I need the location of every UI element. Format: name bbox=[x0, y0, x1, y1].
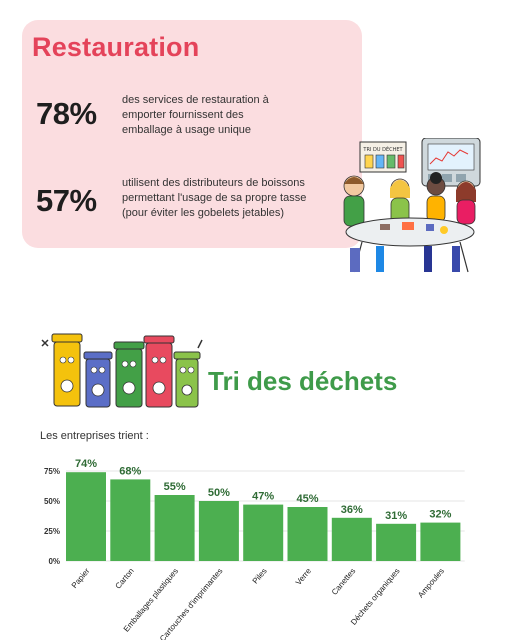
y-tick-label: 50% bbox=[44, 497, 60, 506]
bar bbox=[154, 495, 195, 561]
value-label: 68% bbox=[119, 465, 141, 477]
bar bbox=[243, 504, 284, 561]
value-label: 74% bbox=[75, 458, 97, 470]
stat-text-line: emporter fournissent des bbox=[122, 109, 244, 121]
value-label: 50% bbox=[208, 487, 230, 499]
bar bbox=[331, 517, 372, 561]
category-label: Piles bbox=[251, 567, 269, 586]
stat-text-line: utilisent des distributeurs de boissons bbox=[122, 177, 305, 189]
stat-text-line: des services de restauration à bbox=[122, 94, 269, 106]
bar bbox=[198, 501, 239, 561]
bar bbox=[420, 522, 461, 561]
tri-title: Tri des déchets bbox=[208, 366, 398, 396]
bar bbox=[376, 523, 417, 561]
stat-text-57: utilisent des distributeurs de boissons … bbox=[122, 176, 342, 221]
bar bbox=[66, 472, 106, 561]
category-label: Carton bbox=[114, 567, 136, 591]
value-label: 47% bbox=[252, 491, 274, 503]
value-label: 36% bbox=[341, 504, 363, 516]
bar bbox=[110, 479, 151, 561]
value-label: 31% bbox=[385, 510, 407, 522]
restaurant-illustration: TRI DU DÉCHET bbox=[343, 138, 481, 273]
value-label: 32% bbox=[429, 509, 451, 521]
value-label: 45% bbox=[296, 493, 318, 505]
stat-text-line: emballage à usage unique bbox=[122, 124, 252, 136]
category-label: Déchets organiques bbox=[349, 567, 402, 627]
y-tick-label: 0% bbox=[48, 557, 60, 566]
y-tick-labels: 0% 25% 50% 75% bbox=[44, 467, 60, 566]
category-label: Canettes bbox=[330, 567, 357, 597]
stat-text-78: des services de restauration à emporter … bbox=[122, 93, 342, 138]
value-label: 55% bbox=[164, 481, 186, 493]
sorting-bar-chart: 0%25%50%75% 74%68%55% 50% 47% 45%36% 31% 32% … bbox=[44, 458, 465, 640]
stat-value-57: 57% bbox=[36, 183, 97, 218]
chart-caption: Les entreprises trient : bbox=[40, 430, 149, 442]
stat-text-line: (pour éviter les gobelets jetables) bbox=[122, 207, 285, 219]
recycling-bins-illustration bbox=[41, 333, 203, 408]
category-label: Ampoules bbox=[416, 567, 446, 600]
value-labels: 74% 68% 55% 50% 47% 45% 36% 31% 32% bbox=[75, 458, 452, 522]
bars bbox=[66, 472, 461, 561]
stat-text-line: permettant l'usage de sa propre tasse bbox=[122, 192, 307, 204]
stat-value-78: 78% bbox=[36, 96, 97, 131]
bar bbox=[287, 507, 328, 561]
category-label: Papier bbox=[70, 566, 92, 590]
restauration-title: Restauration bbox=[32, 32, 200, 62]
y-tick-label: 75% bbox=[44, 467, 60, 476]
y-tick-label: 25% bbox=[44, 527, 60, 536]
restauration-card: Restauration 78% des services de restaur… bbox=[22, 20, 362, 248]
illustration-sign-text: TRI DU DÉCHET bbox=[362, 145, 403, 153]
category-label: Verre bbox=[294, 566, 314, 587]
